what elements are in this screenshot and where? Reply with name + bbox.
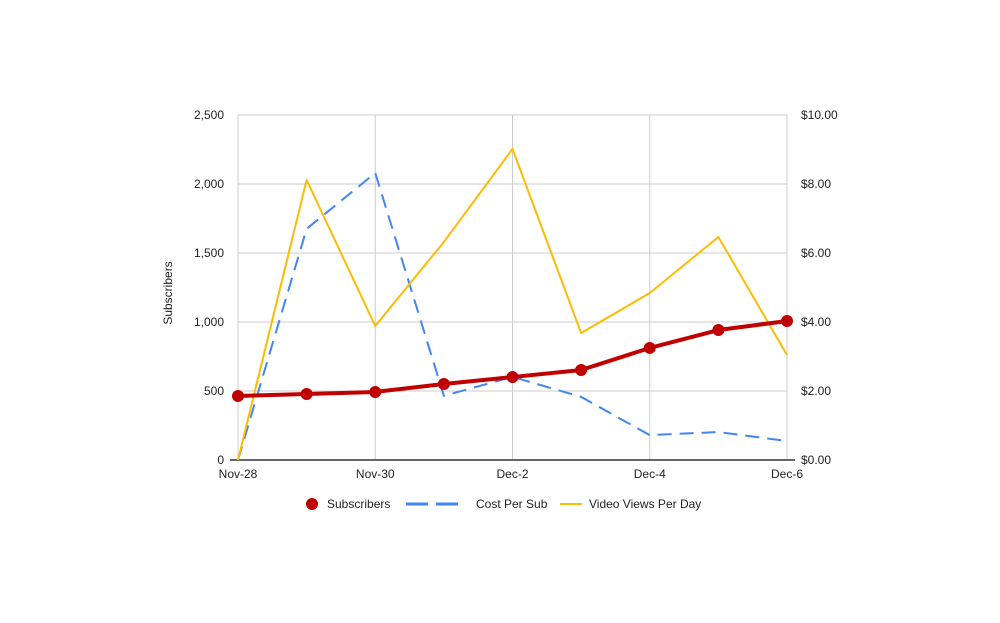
data-point-subscribers <box>712 324 725 337</box>
gridlines <box>237 114 788 460</box>
data-point-subscribers <box>643 341 656 354</box>
axes: 0 500 1,000 1,500 2,000 2,500 $0.00 $2.00 $4.00 $… <box>194 108 838 481</box>
y2-tick-label: $2.00 <box>801 384 831 398</box>
y-axis-label: Subscribers <box>161 261 175 324</box>
series-group <box>232 147 793 461</box>
x-tick-label: Nov-30 <box>356 467 395 481</box>
legend: Subscribers Cost Per Sub Video Views Per D… <box>306 497 701 511</box>
data-point-subscribers <box>369 385 382 398</box>
y2-tick-label: $4.00 <box>801 315 831 329</box>
x-tick-label: Dec-4 <box>634 467 666 481</box>
y-tick-label: 500 <box>204 384 224 398</box>
data-point-subscribers <box>437 377 450 390</box>
legend-marker-subscribers <box>306 498 318 510</box>
y-tick-label: 1,000 <box>194 315 224 329</box>
data-point-subscribers <box>781 315 793 328</box>
x-tick-label: Dec-6 <box>771 467 803 481</box>
data-point-subscribers <box>232 389 244 402</box>
y-tick-label: 2,000 <box>194 177 224 191</box>
y2-tick-label: $8.00 <box>801 177 831 191</box>
data-point-subscribers <box>575 364 588 377</box>
data-point-subscribers <box>506 371 519 384</box>
x-tick-label: Nov-28 <box>219 467 258 481</box>
series-line-cost-per-sub <box>237 171 788 461</box>
y2-tick-label: $6.00 <box>801 246 831 260</box>
y-tick-label: 0 <box>217 453 224 467</box>
series-line-video-views-per-day <box>237 147 788 461</box>
y2-tick-label: $0.00 <box>801 453 831 467</box>
data-point-subscribers <box>300 388 313 401</box>
y2-tick-label: $10.00 <box>801 108 838 122</box>
legend-label: Video Views Per Day <box>589 497 701 511</box>
x-tick-label: Dec-2 <box>496 467 528 481</box>
y-tick-label: 2,500 <box>194 108 224 122</box>
legend-label: Subscribers <box>327 497 390 511</box>
y-tick-label: 1,500 <box>194 246 224 260</box>
legend-label: Cost Per Sub <box>476 497 548 511</box>
